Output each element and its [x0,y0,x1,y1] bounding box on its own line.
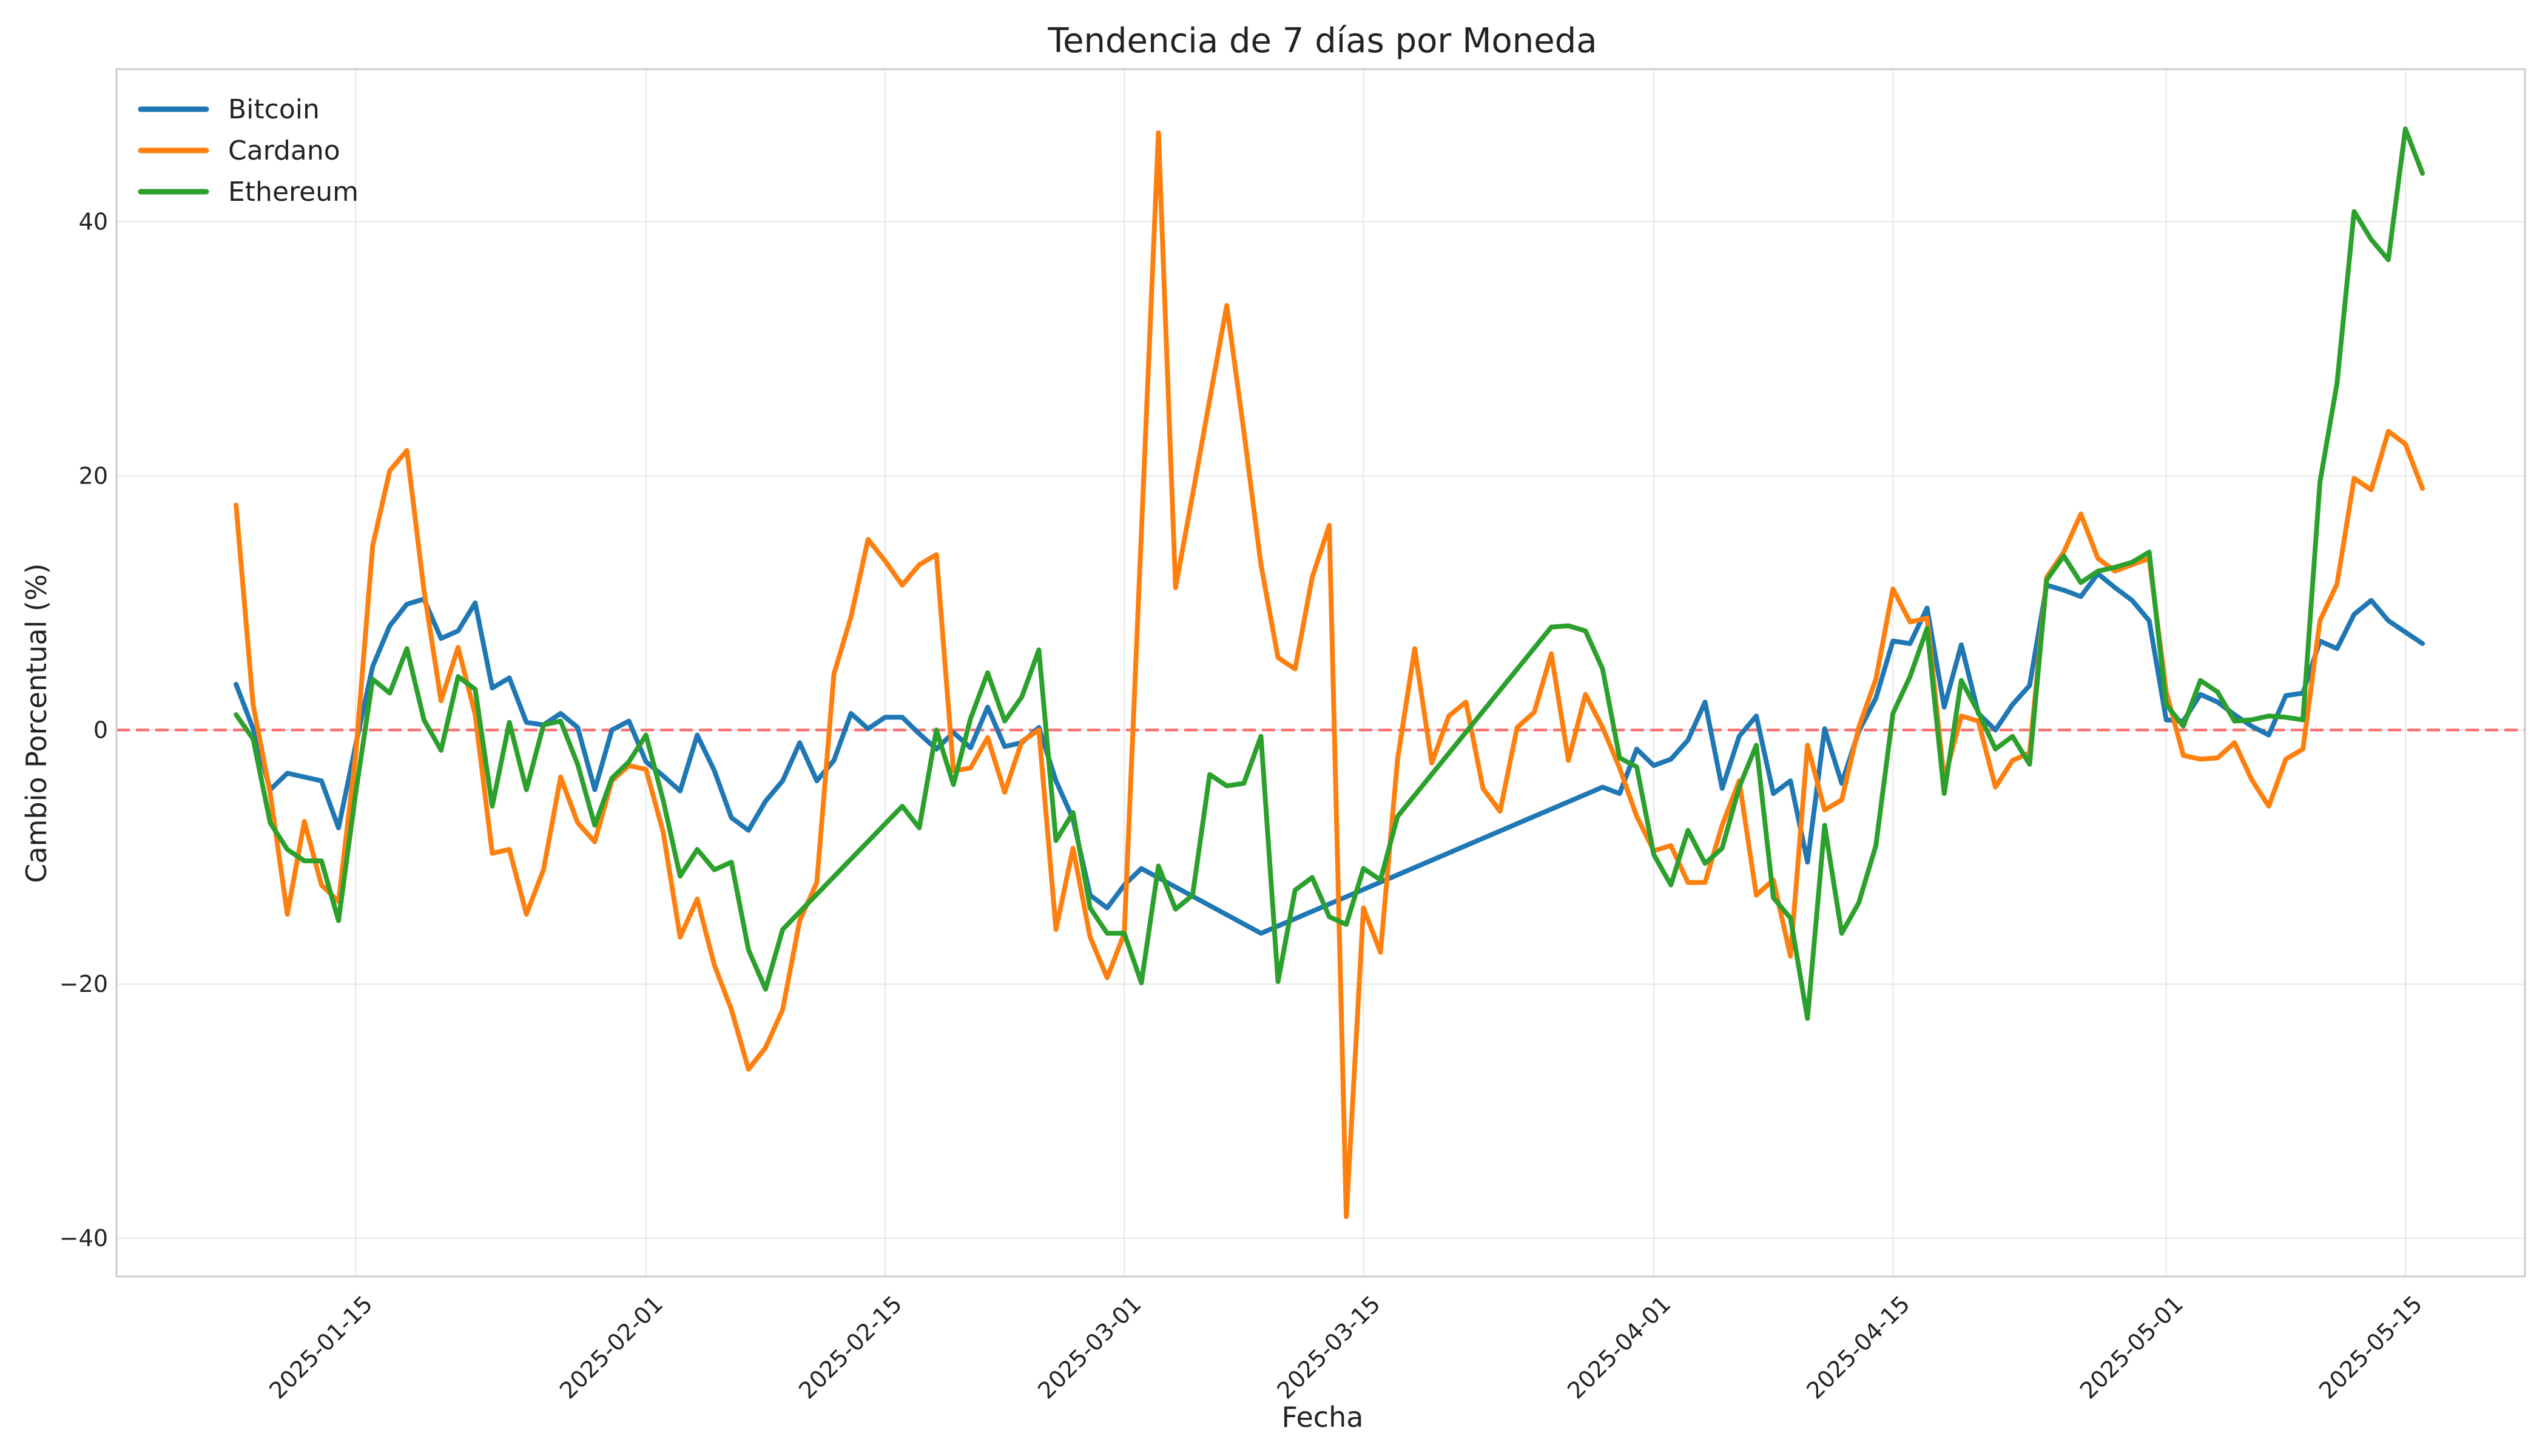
legend-label-cardano: Cardano [228,135,340,166]
y-tick-label: 40 [79,208,108,235]
y-axis-ticks: −40 −20 0 20 40 [59,208,108,1252]
legend-label-ethereum: Ethereum [228,177,359,207]
legend: Bitcoin Cardano Ethereum [138,94,359,207]
y-tick-label: −40 [59,1225,108,1252]
x-tick-label: 2025-03-01 [1033,1290,1146,1404]
series-lines [234,126,2425,1219]
chart-title: Tendencia de 7 días por Moneda [1047,21,1597,61]
x-tick-label: 2025-04-01 [1562,1290,1676,1404]
y-tick-label: 0 [93,716,108,743]
x-tick-label: 2025-05-01 [2075,1290,2188,1404]
y-tick-label: 20 [79,462,108,489]
x-axis-label: Fecha [1282,1401,1364,1434]
series-line-bitcoin [234,571,2425,936]
x-axis-ticks: 2025-01-15 2025-02-01 2025-02-15 2025-03-01… [264,1290,2427,1404]
x-tick-label: 2025-01-15 [264,1290,377,1404]
x-tick-label: 2025-05-15 [2314,1290,2427,1404]
x-tick-label: 2025-03-15 [1272,1290,1385,1404]
x-tick-label: 2025-02-15 [794,1290,907,1404]
legend-label-bitcoin: Bitcoin [228,94,320,125]
y-tick-label: −20 [59,971,108,997]
x-tick-label: 2025-02-01 [554,1290,668,1404]
y-axis-label: Cambio Porcentual (%) [20,563,53,883]
x-tick-label: 2025-04-15 [1801,1290,1915,1404]
series-line-ethereum [234,126,2425,1021]
series-line-cardano [234,130,2425,1219]
plot-frame [115,68,2526,1278]
